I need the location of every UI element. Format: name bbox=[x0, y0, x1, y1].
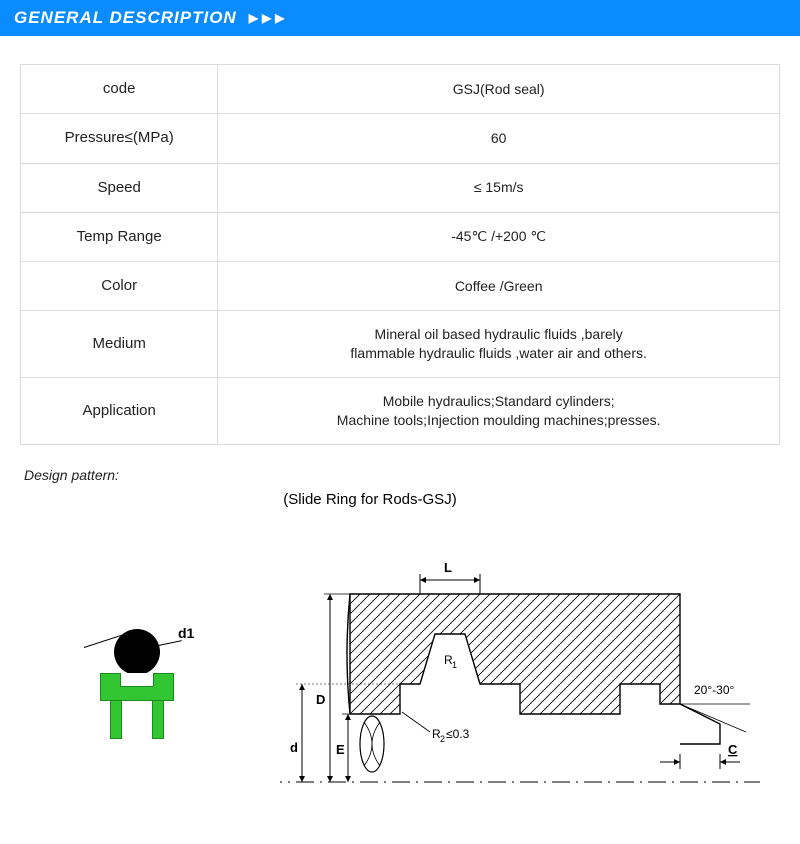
table-row: Speed≤ 15m/s bbox=[21, 163, 780, 212]
r1-sub: 1 bbox=[452, 660, 457, 670]
housing-hatch bbox=[350, 594, 680, 714]
diagram-area: d1 bbox=[20, 524, 780, 844]
l-label: L bbox=[444, 560, 452, 575]
spec-label: Medium bbox=[21, 311, 218, 378]
spec-label: Color bbox=[21, 262, 218, 311]
d1-label: d1 bbox=[178, 625, 194, 641]
spec-value: -45℃ /+200 ℃ bbox=[218, 212, 780, 261]
spec-value: Mobile hydraulics;Standard cylinders;Mac… bbox=[218, 378, 780, 445]
table-row: Temp Range-45℃ /+200 ℃ bbox=[21, 212, 780, 261]
r2-sub: 2 bbox=[440, 734, 445, 744]
spec-table: codeGSJ(Rod seal)Pressure≤(MPa)60Speed≤ … bbox=[20, 64, 780, 445]
seal-groove bbox=[120, 673, 154, 687]
spec-value: GSJ(Rod seal) bbox=[218, 65, 780, 114]
e-label: E bbox=[336, 742, 345, 757]
spec-value: Coffee /Green bbox=[218, 262, 780, 311]
r2-val: ≤0.3 bbox=[446, 727, 470, 741]
table-row: codeGSJ(Rod seal) bbox=[21, 65, 780, 114]
cross-section-svg: R 1 L 20°-30° C R bbox=[280, 554, 760, 814]
angle-label: 20°-30° bbox=[694, 683, 734, 697]
seal-stem-right bbox=[152, 701, 164, 739]
header-arrows-icon: ▶▶▶ bbox=[249, 11, 289, 25]
section-header: GENERAL DESCRIPTION ▶▶▶ bbox=[0, 0, 800, 36]
spec-table-body: codeGSJ(Rod seal)Pressure≤(MPa)60Speed≤ … bbox=[21, 65, 780, 445]
spec-value: ≤ 15m/s bbox=[218, 163, 780, 212]
design-pattern-label: Design pattern: bbox=[24, 467, 780, 483]
spec-value: Mineral oil based hydraulic fluids ,bare… bbox=[218, 311, 780, 378]
d-small-label: d bbox=[290, 740, 298, 755]
d-cap-label: D bbox=[316, 692, 325, 707]
spec-label: code bbox=[21, 65, 218, 114]
c-label: C bbox=[728, 742, 738, 757]
cross-section-diagram: R 1 L 20°-30° C R bbox=[280, 554, 760, 814]
table-row: ApplicationMobile hydraulics;Standard cy… bbox=[21, 378, 780, 445]
spec-label: Pressure≤(MPa) bbox=[21, 114, 218, 163]
seal-profile-icon: d1 bbox=[80, 629, 220, 779]
spec-value: 60 bbox=[218, 114, 780, 163]
chamfer-line bbox=[680, 704, 720, 744]
spec-label: Application bbox=[21, 378, 218, 445]
table-row: MediumMineral oil based hydraulic fluids… bbox=[21, 311, 780, 378]
table-row: ColorCoffee /Green bbox=[21, 262, 780, 311]
diagram-title: (Slide Ring for Rods-GSJ) bbox=[20, 491, 780, 508]
oring-icon bbox=[114, 629, 160, 675]
section-title: GENERAL DESCRIPTION bbox=[14, 8, 237, 28]
seal-stem-left bbox=[110, 701, 122, 739]
spec-label: Speed bbox=[21, 163, 218, 212]
spec-label: Temp Range bbox=[21, 212, 218, 261]
table-row: Pressure≤(MPa)60 bbox=[21, 114, 780, 163]
